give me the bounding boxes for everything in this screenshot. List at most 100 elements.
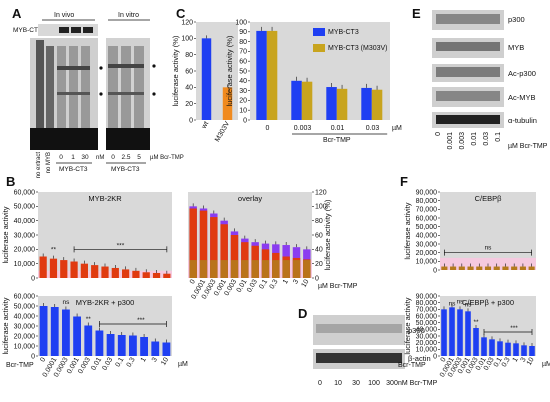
B3-bar	[73, 316, 81, 356]
B1-bar	[111, 267, 119, 278]
F1-bar	[528, 266, 535, 270]
B2-bar-red	[210, 217, 218, 278]
C1-ytick-label: 120	[181, 19, 193, 26]
B3-ytick-label: 20,000	[14, 333, 36, 340]
B3-x-prefix: Bcr-TMP	[6, 362, 34, 369]
B2-bar-base	[282, 260, 290, 278]
C2-ytick-label: 10	[239, 108, 247, 115]
F2-ytick-label: 50,000	[416, 320, 438, 327]
a-lane-label: 30	[81, 154, 89, 161]
d-lane-label: 300	[386, 380, 398, 387]
C1-ylabel: luciferase activity (%)	[171, 35, 180, 106]
B2-bar-base	[199, 260, 208, 278]
F1-bar	[450, 266, 457, 270]
B2-xtick-label: 0.1	[258, 278, 269, 290]
B2-xlabel: µM Bcr-TMP	[318, 283, 358, 290]
B3-sig-label: ***	[137, 317, 145, 324]
F1-sig-label: ns	[485, 245, 493, 252]
a-bottom-left: MYB-CT3	[59, 166, 88, 173]
F2-bar	[449, 307, 455, 356]
F2-xtick-label: 1	[512, 356, 520, 363]
B2-bar-red	[189, 208, 197, 278]
chart-f-cebpb-p300: 010,00020,00030,00040,00050,00060,00070,…	[398, 293, 550, 378]
F1-bar	[519, 266, 526, 270]
B3-bar	[62, 309, 70, 356]
chart-c-mutant: 0 20 40 60 80 100 120 luciferase activity (%) wt…	[171, 19, 238, 143]
e-band-label: α-tubulin	[508, 116, 537, 125]
B1-ytick-label: 10,000	[14, 261, 36, 268]
B2-ytick-label: 40	[315, 247, 323, 254]
e-band-label: Ac-p300	[508, 69, 536, 78]
B1-bar	[91, 265, 99, 278]
C2-xtick-label: 0.01	[331, 125, 345, 132]
B2-xtick-label: 3	[292, 278, 300, 285]
C1-ytick-label: 40	[185, 85, 193, 92]
B3-ytick-label: 60,000	[14, 293, 36, 300]
B3-xtick-label: 0.3	[126, 356, 137, 368]
F1-ytick-label: 10,000	[416, 259, 438, 266]
a-lane-labels-left: no extract no MYB 0 1 30	[36, 152, 89, 179]
F2-xtick-label: 0.1	[493, 356, 504, 368]
d-unit: nM Bcr-TMP	[398, 380, 438, 387]
B1-ylabel: luciferase activity	[1, 206, 10, 263]
a-header-invitro: In vitro	[118, 12, 139, 19]
F2-bar	[441, 309, 447, 356]
B3-xtick-label: 1	[140, 356, 148, 363]
a-lane-label: 2.5	[121, 154, 130, 161]
F1-ytick-label: 50,000	[416, 224, 438, 231]
C2-ytick-label: 100	[235, 19, 247, 26]
B2-bar-base	[241, 260, 249, 278]
F2-ytick-label: 80,000	[416, 300, 438, 307]
B1-bar	[80, 263, 88, 278]
B3-bar	[129, 335, 137, 356]
C1-xtick-label: M303V	[214, 120, 231, 143]
F1-ytick-label: 30,000	[416, 241, 438, 248]
F2-ylabel: luciferase activity	[403, 297, 412, 354]
C1-ytick-label: 80	[185, 52, 193, 59]
B3-bar	[151, 341, 160, 356]
F2-bar	[497, 341, 503, 356]
F2-sig-label: ns	[449, 300, 457, 307]
B3-bar	[50, 307, 59, 356]
panel-label-a: A	[12, 6, 22, 21]
B1-sig-label: **	[51, 247, 57, 254]
B3-bar	[140, 337, 148, 356]
C2-bar	[361, 87, 372, 120]
B2-bar-base	[251, 260, 259, 278]
B2-bar-base	[230, 260, 239, 278]
e-band-label: MYB	[508, 43, 524, 52]
B2-bar-red	[199, 210, 208, 278]
F1-bar	[502, 266, 509, 270]
panel-label-e: E	[412, 6, 421, 21]
B3-bar	[39, 306, 48, 356]
B3-xtick-label: 10	[160, 356, 170, 366]
F2-title: C/EBPβ + p300	[462, 298, 514, 307]
F1-bar	[493, 266, 500, 270]
B3-ytick-label: 50,000	[14, 303, 36, 310]
F1-ytick-label: 90,000	[416, 189, 438, 196]
F2-bar	[481, 337, 487, 356]
F2-sig-label: ns	[457, 298, 465, 305]
B2-xtick-label: 10	[301, 278, 311, 288]
F2-ytick-label: 60,000	[416, 313, 438, 320]
B1-ytick-label: 0	[31, 275, 35, 282]
B3-plot-bg	[38, 296, 172, 356]
a-label-mybct3: MYB-CT3	[13, 27, 42, 34]
F1-bar	[511, 266, 518, 270]
C2-bar	[291, 80, 302, 120]
F2-bar	[505, 342, 511, 356]
F2-xlabel: µM	[542, 361, 550, 368]
B1-bar	[70, 261, 78, 278]
B1-bar	[163, 273, 171, 278]
B2-bar-base	[210, 260, 218, 278]
B1-bar	[101, 266, 109, 278]
C2-ylabel: luciferase activity (%)	[225, 35, 234, 106]
e-unit: µM Bcr-TMP	[508, 143, 548, 150]
B1-bar	[152, 272, 161, 278]
B3-xlabel: µM	[178, 361, 188, 368]
C2-legend-label: MYB-CT3	[328, 29, 359, 36]
C2-bar	[301, 81, 313, 120]
B2-bar-base	[292, 260, 301, 278]
